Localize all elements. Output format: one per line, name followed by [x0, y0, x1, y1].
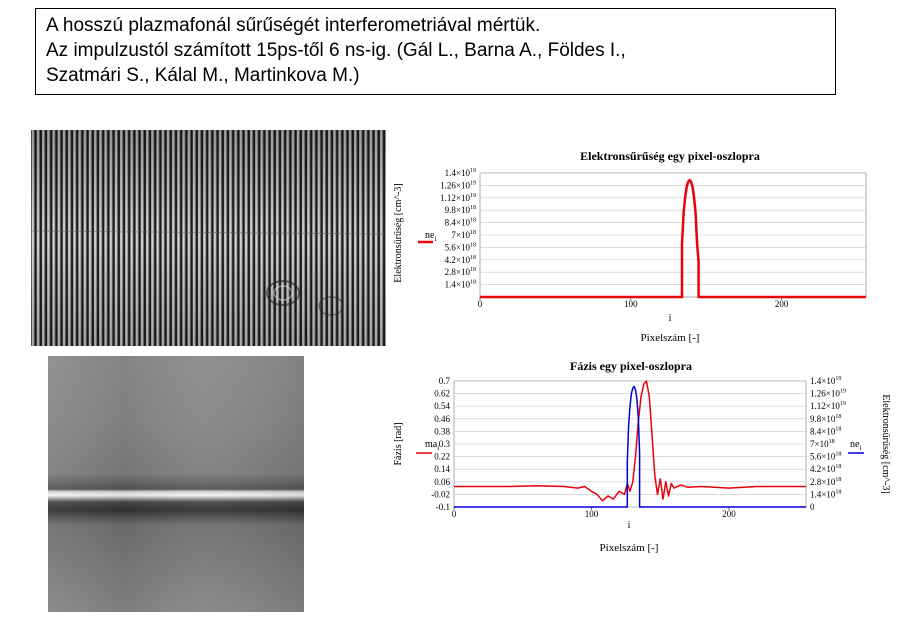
phase-chart: Fázis egy pixel-oszlopra -0.1 -0.02 0.06 0.… [393, 359, 891, 554]
density-y-tick-label: 1.12×1019 [440, 193, 476, 203]
density-y-label: Elektronsűrűség [cm^-3] [393, 183, 404, 282]
phase-x-tick-label: 100 [585, 509, 599, 519]
density-x-tick-label: 100 [624, 299, 638, 309]
density-y-tick-label: 8.4×1018 [445, 218, 476, 228]
phase-legend-left: mai [416, 439, 439, 454]
svg-text:nei: nei [850, 439, 861, 452]
phase-y-tick-label: 0.62 [434, 389, 450, 399]
density-legend: nei [418, 230, 436, 244]
density-x-label: Pixelszám [-] [641, 332, 700, 344]
phase-y-tick-label: -0.02 [431, 489, 450, 499]
phase-series-line-ma [454, 380, 806, 502]
phase-x-var: i [628, 520, 631, 531]
caption-box: A hosszú plazmafonál sűrűségét interfero… [35, 8, 836, 95]
density-legend-symbol: ne [425, 230, 435, 241]
phase-y-tick-label: 0.46 [434, 414, 450, 424]
phase-legend-right-subscript: i [859, 444, 861, 452]
phase-y-tick-label: 0.38 [434, 426, 450, 436]
density-y-tick-label: 4.2×1018 [445, 255, 476, 265]
phase-y-tick-label: -0.1 [436, 502, 450, 512]
phase-x-tick-label: 0 [452, 509, 457, 519]
density-y-tick-label: 1.4×1019 [445, 168, 476, 178]
phase-y-tick-label: 0.14 [434, 464, 450, 474]
phase-legend-right: nei [848, 439, 864, 454]
phase-y2-tick-label: 9.8×1018 [810, 414, 841, 424]
svg-text:mai: mai [425, 439, 439, 452]
phase-y-tick-label: 0.06 [434, 477, 450, 487]
phase-y2-tick-label: 8.4×1018 [810, 426, 841, 436]
phase-x-tick-label: 200 [722, 509, 736, 519]
phase-y2-tick-label: 1.12×1019 [810, 401, 846, 411]
phase-series [454, 380, 806, 508]
density-y-tick-label: 9.8×1018 [445, 205, 476, 215]
phase-y2-tick-label: 4.2×1018 [810, 464, 841, 474]
density-y-tick-label: 1.4×1018 [445, 280, 476, 290]
phase-x-label: Pixelszám [-] [600, 542, 659, 554]
phase-y2-label: Elektronsűrűség [cm^-3] [880, 394, 891, 493]
density-legend-subscript: i [434, 235, 436, 243]
density-grid [479, 172, 867, 298]
density-chart-title: Elektronsűrűség egy pixel-oszlopra [580, 149, 760, 163]
density-series-line [480, 178, 866, 299]
density-y-tick-label: 1.26×1019 [440, 180, 476, 190]
phase-y2-tick-label: 2.8×1018 [810, 477, 841, 487]
phase-y2-tick-label: 5.6×1018 [810, 452, 841, 462]
density-chart: Elektronsűrűség egy pixel-oszlopra 1.4×1… [393, 149, 867, 344]
phase-chart-title: Fázis egy pixel-oszlopra [570, 359, 692, 373]
caption-line-3: Szatmári S., Kálal M., Martinkova M.) [46, 65, 360, 86]
phase-y-label: Fázis [rad] [393, 422, 404, 465]
density-y-tick-label: 5.6×1018 [445, 242, 476, 252]
phase-x-ticks: 0 100 200 [452, 507, 736, 519]
density-series [480, 178, 866, 299]
caption-line-2: Az impulzustól számított 15ps-től 6 ns-i… [46, 40, 626, 61]
density-y-tick-label: 7×1018 [451, 230, 476, 240]
svg-text:nei: nei [425, 230, 436, 243]
phase-y2-tick-label: 0 [810, 502, 815, 512]
phase-y-tick-label: 0.3 [439, 439, 451, 449]
phase-y-tick-label: 0.22 [434, 452, 450, 462]
phase-y2-tick-label: 1.4×1019 [810, 376, 841, 386]
phase-y2-tick-label: 7×1018 [810, 439, 835, 449]
density-x-tick-label: 200 [775, 299, 789, 309]
density-x-var: i [669, 313, 672, 324]
density-x-ticks: 0 100 200 [478, 297, 789, 309]
caption-line-1: A hosszú plazmafonál sűrűségét interfero… [46, 15, 541, 36]
density-y-ticks: 1.4×1018 2.8×1018 4.2×1018 5.6×1018 7×1018 8.… [440, 168, 476, 290]
phase-y2-tick-label: 1.26×1019 [810, 389, 846, 399]
interferogram-image [31, 130, 386, 346]
phase-y2-ticks: 0 1.4×1018 2.8×1018 4.2×1018 5.6×1018 7×1018 8… [810, 376, 846, 512]
phase-y-ticks: -0.1 -0.02 0.06 0.14 0.22 0.3 0.38 0.46 0.54 0.62… [431, 376, 450, 512]
phase-legend-left-subscript: i [437, 444, 439, 452]
density-x-tick-label: 0 [478, 299, 483, 309]
phase-legend-right-symbol: ne [850, 439, 860, 450]
phase-series-line-ne [454, 385, 806, 508]
phase-legend-left-symbol: ma [425, 439, 438, 450]
phase-y-tick-label: 0.54 [434, 401, 450, 411]
phase-y-tick-label: 0.7 [439, 376, 451, 386]
density-y-tick-label: 2.8×1018 [445, 267, 476, 277]
phase-map-image [48, 356, 304, 612]
phase-y2-tick-label: 1.4×1018 [810, 489, 841, 499]
